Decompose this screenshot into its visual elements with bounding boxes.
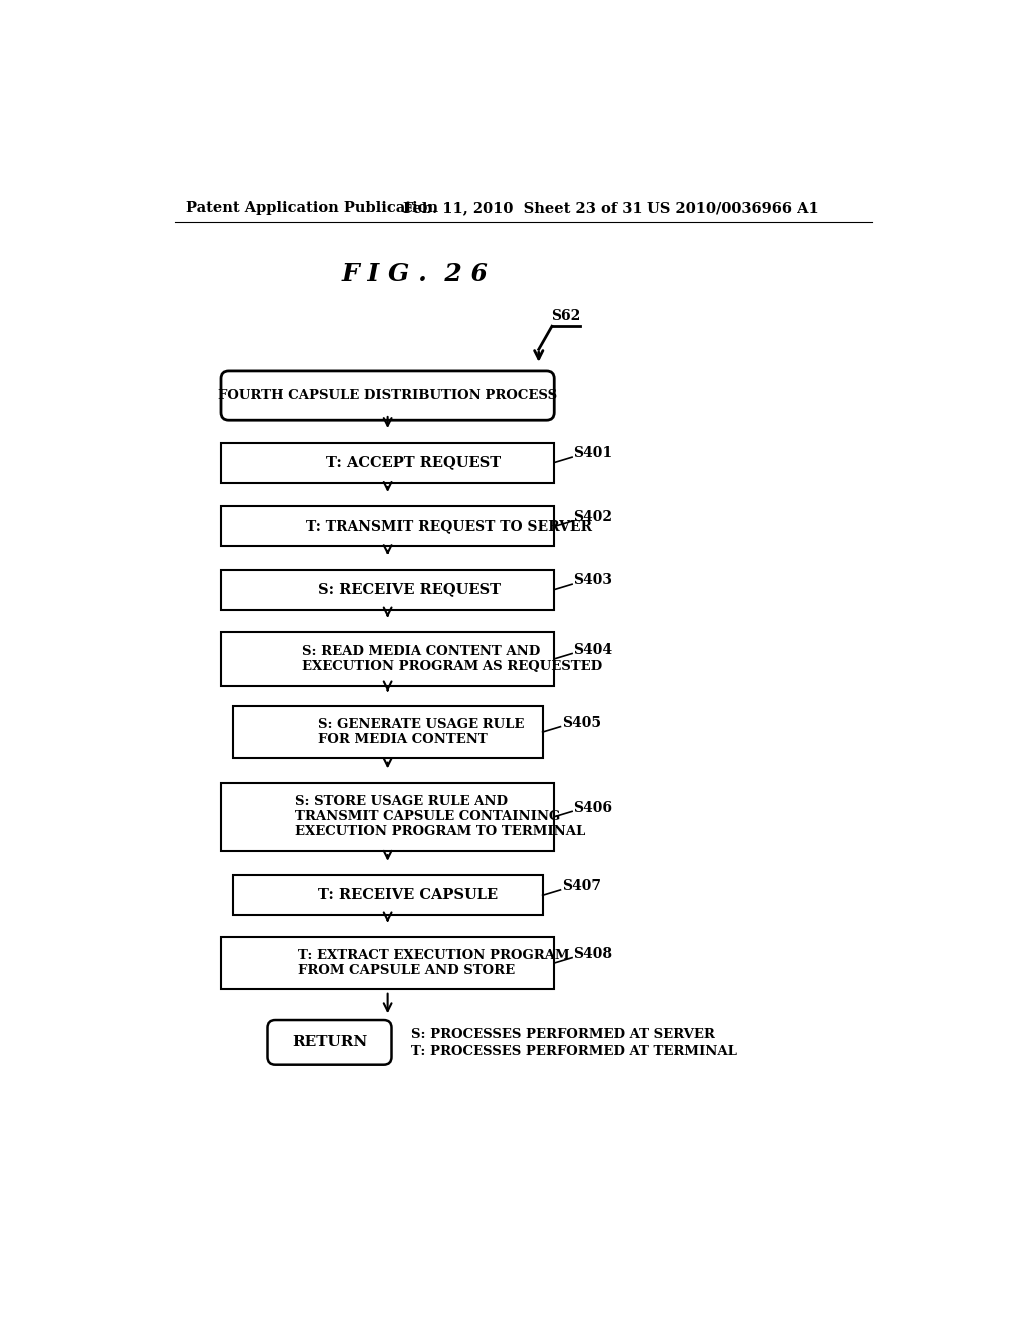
FancyBboxPatch shape <box>221 371 554 420</box>
Text: S401: S401 <box>573 446 612 461</box>
Text: T: TRANSMIT REQUEST TO SERVER: T: TRANSMIT REQUEST TO SERVER <box>306 520 592 533</box>
Text: S407: S407 <box>562 879 601 894</box>
Bar <box>221 783 554 850</box>
Text: US 2010/0036966 A1: US 2010/0036966 A1 <box>647 202 819 215</box>
Text: S408: S408 <box>573 946 612 961</box>
Text: T: PROCESSES PERFORMED AT TERMINAL: T: PROCESSES PERFORMED AT TERMINAL <box>411 1045 736 1059</box>
Bar <box>232 875 543 915</box>
Text: T: RECEIVE CAPSULE: T: RECEIVE CAPSULE <box>317 888 498 903</box>
Bar <box>221 937 554 989</box>
Bar <box>221 442 554 483</box>
Text: T: EXTRACT EXECUTION PROGRAM
FROM CAPSULE AND STORE: T: EXTRACT EXECUTION PROGRAM FROM CAPSUL… <box>299 949 570 977</box>
Bar <box>221 570 554 610</box>
Text: S: PROCESSES PERFORMED AT SERVER: S: PROCESSES PERFORMED AT SERVER <box>411 1028 715 1041</box>
Bar <box>221 632 554 686</box>
Text: F I G .  2 6: F I G . 2 6 <box>341 261 488 286</box>
Bar <box>232 706 543 758</box>
Text: T: ACCEPT REQUEST: T: ACCEPT REQUEST <box>326 455 501 470</box>
Text: S404: S404 <box>573 643 612 656</box>
Text: S405: S405 <box>562 715 601 730</box>
Text: RETURN: RETURN <box>292 1035 368 1049</box>
Bar <box>221 507 554 546</box>
Text: S406: S406 <box>573 800 612 814</box>
Text: FOURTH CAPSULE DISTRIBUTION PROCESS: FOURTH CAPSULE DISTRIBUTION PROCESS <box>218 389 557 403</box>
Text: S62: S62 <box>551 309 581 323</box>
Text: S: READ MEDIA CONTENT AND
EXECUTION PROGRAM AS REQUESTED: S: READ MEDIA CONTENT AND EXECUTION PROG… <box>302 645 602 673</box>
Text: S402: S402 <box>573 511 612 524</box>
Text: Feb. 11, 2010  Sheet 23 of 31: Feb. 11, 2010 Sheet 23 of 31 <box>403 202 643 215</box>
Text: Patent Application Publication: Patent Application Publication <box>186 202 438 215</box>
FancyBboxPatch shape <box>267 1020 391 1065</box>
Text: S403: S403 <box>573 573 612 587</box>
Text: S: STORE USAGE RULE AND
TRANSMIT CAPSULE CONTAINING
EXECUTION PROGRAM TO TERMINA: S: STORE USAGE RULE AND TRANSMIT CAPSULE… <box>295 795 585 838</box>
Text: S: GENERATE USAGE RULE
FOR MEDIA CONTENT: S: GENERATE USAGE RULE FOR MEDIA CONTENT <box>317 718 524 746</box>
Text: S: RECEIVE REQUEST: S: RECEIVE REQUEST <box>317 582 501 597</box>
